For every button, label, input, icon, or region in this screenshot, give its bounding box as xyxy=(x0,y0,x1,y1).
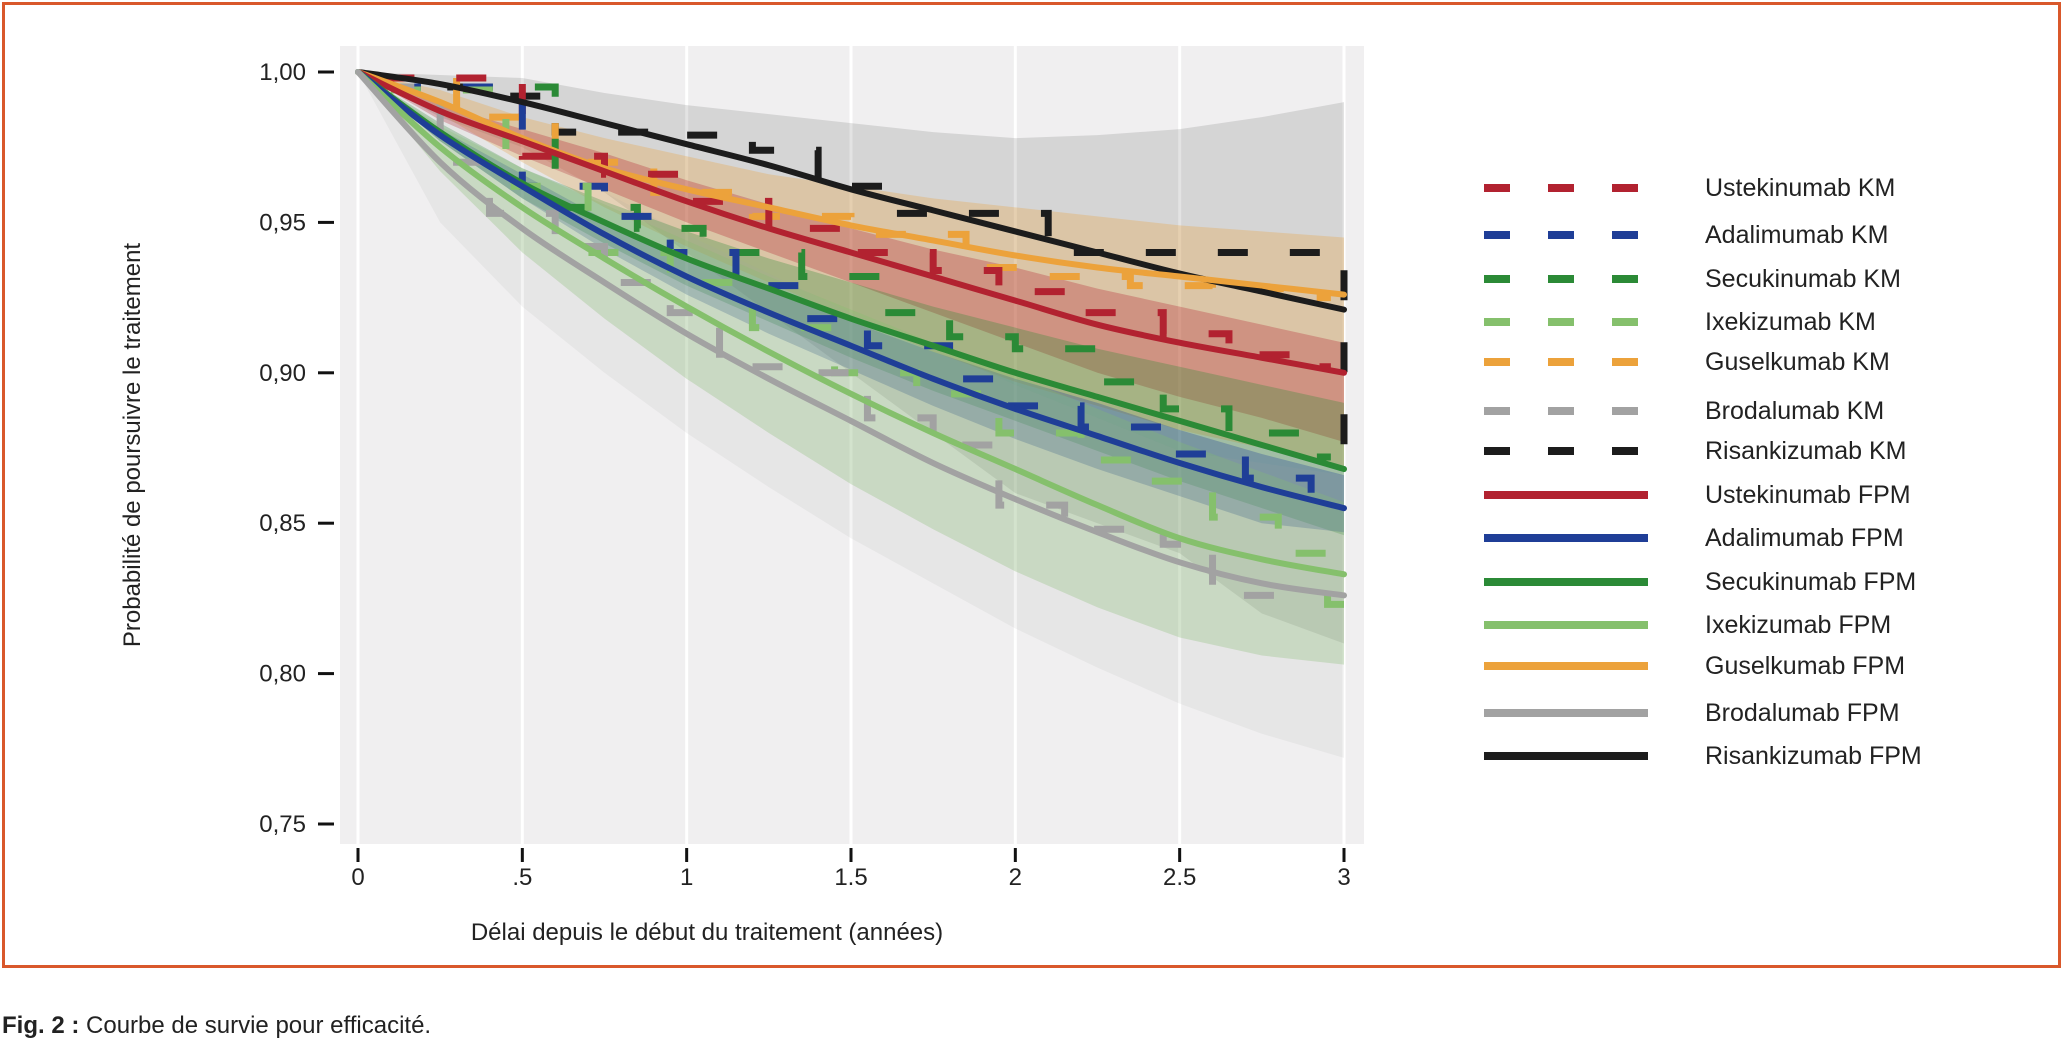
legend-label-0: Ustekinumab KM xyxy=(1705,174,1895,202)
ci-band-4 xyxy=(358,72,1344,533)
x-tick-label-4: 2 xyxy=(1009,864,1022,891)
legend-label-9: Secukinumab FPM xyxy=(1705,568,1916,596)
km-curve-3 xyxy=(390,83,1331,461)
x-tick-label-0: 0 xyxy=(351,864,364,891)
y-tick-label-1: 0,95 xyxy=(259,209,306,236)
y-tick-label-3: 0,85 xyxy=(259,510,306,537)
legend-label-1: Adalimumab KM xyxy=(1705,221,1888,249)
legend-label-11: Guselkumab FPM xyxy=(1705,652,1905,680)
y-axis-label: Probabilité de poursuivre le traitement xyxy=(119,243,146,648)
x-tick-label-6: 3 xyxy=(1337,864,1350,891)
legend-label-2: Secukinumab KM xyxy=(1705,265,1901,293)
x-tick-label-1: .5 xyxy=(512,864,532,891)
legend-label-3: Ixekizumab KM xyxy=(1705,308,1876,336)
x-tick-label-3: 1.5 xyxy=(834,864,867,891)
caption-text: Courbe de survie pour efficacité. xyxy=(86,1012,432,1039)
y-tick-label-2: 0,90 xyxy=(259,360,306,387)
ci-band-3 xyxy=(358,72,1344,536)
figure-caption: Fig. 2 : Courbe de survie pour efficacit… xyxy=(2,1012,431,1040)
fpm-curve-6 xyxy=(355,69,1347,599)
caption-label: Fig. 2 : xyxy=(2,1012,80,1039)
fpm-curve-2 xyxy=(355,69,1347,376)
ci-band-0 xyxy=(358,72,1344,644)
fpm-curve-5 xyxy=(355,69,1347,578)
fpm-curves xyxy=(355,69,1347,599)
legend-label-6: Risankizumab KM xyxy=(1705,437,1906,465)
km-curve-0 xyxy=(384,74,1348,458)
y-tick-label-0: 1,00 xyxy=(259,59,306,86)
legend-label-4: Guselkumab KM xyxy=(1705,348,1890,376)
legend-label-13: Risankizumab FPM xyxy=(1705,742,1922,770)
y-tick-label-4: 0,80 xyxy=(259,661,306,688)
legend-label-12: Brodalumab FPM xyxy=(1705,699,1900,727)
figure-frame xyxy=(2,2,2061,968)
legend: Ustekinumab KM Adalimumab KM Secukinumab K… xyxy=(1484,174,1922,770)
legend-label-5: Brodalumab KM xyxy=(1705,397,1884,425)
x-tick-label-5: 2.5 xyxy=(1163,864,1196,891)
x-axis-label: Délai depuis le début du traitement (ann… xyxy=(471,919,943,946)
legend-label-10: Ixekizumab FPM xyxy=(1705,611,1891,639)
survival-chart: 1,00 0,95 0,90 0,85 0,80 0,75 0 .5 1 1.5 2 2.5 3 Ust… xyxy=(119,46,1922,946)
fpm-curve-4 xyxy=(355,69,1347,512)
legend-label-8: Adalimumab FPM xyxy=(1705,524,1904,552)
y-tick-label-5: 0,75 xyxy=(259,811,306,838)
legend-label-7: Ustekinumab FPM xyxy=(1705,481,1911,509)
x-tick-label-2: 1 xyxy=(680,864,693,891)
axes: 1,00 0,95 0,90 0,85 0,80 0,75 0 .5 1 1.5 2 2.5 3 xyxy=(259,59,1350,891)
